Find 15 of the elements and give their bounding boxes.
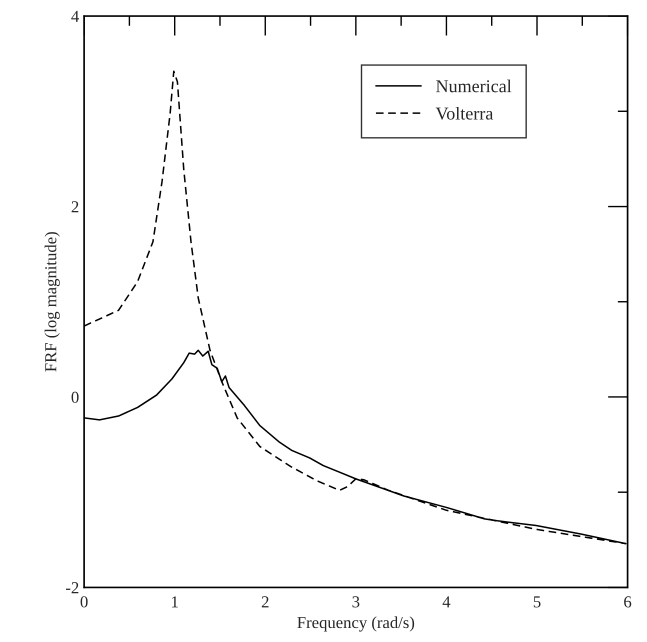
x-tick-label: 0	[80, 596, 88, 608]
x-tick-label: 1	[172, 596, 178, 608]
x-tick-label: 2	[262, 596, 269, 608]
y-tick-label: -2	[66, 582, 78, 594]
y-tick-label: 4	[71, 10, 79, 22]
x-axis-title: Frequency (rad/s)	[297, 616, 414, 632]
x-tick-label: 6	[624, 596, 632, 608]
y-tick-label: 2	[72, 201, 78, 212]
legend-label: Numerical	[436, 80, 512, 92]
x-tick-label: 3	[352, 596, 360, 608]
x-tick-label: 5	[534, 596, 541, 608]
x-tick-label: 4	[442, 596, 450, 608]
y-axis-title: FRF (log magnitude)	[44, 232, 60, 372]
legend-label: Volterra	[436, 106, 494, 120]
y-tick-label: 0	[72, 392, 79, 403]
